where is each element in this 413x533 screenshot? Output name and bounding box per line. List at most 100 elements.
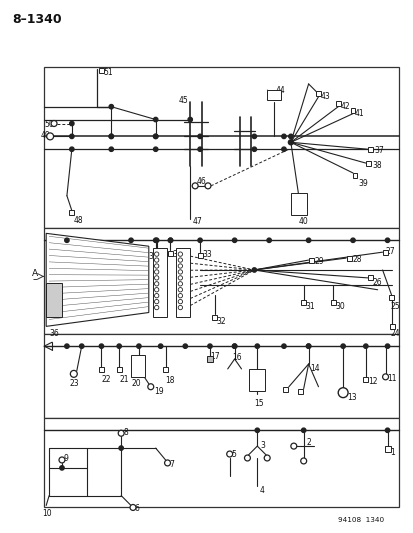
Circle shape [266, 238, 271, 243]
Text: 31: 31 [305, 302, 315, 311]
Bar [368, 147, 373, 152]
Circle shape [118, 430, 124, 436]
Circle shape [300, 458, 306, 464]
Circle shape [178, 270, 182, 274]
Circle shape [153, 238, 157, 243]
Text: 16: 16 [232, 353, 242, 362]
Circle shape [232, 344, 236, 349]
Circle shape [301, 428, 305, 432]
Circle shape [119, 446, 123, 450]
Circle shape [385, 428, 389, 432]
Bar [368, 276, 373, 280]
Circle shape [154, 300, 159, 304]
Bar [249, 369, 265, 391]
Bar [346, 256, 351, 261]
Circle shape [154, 258, 159, 262]
Text: 18: 18 [165, 376, 175, 385]
Bar [44, 334, 399, 418]
Text: 13: 13 [346, 393, 356, 402]
Circle shape [192, 183, 198, 189]
Text: 28: 28 [351, 255, 361, 264]
Circle shape [178, 300, 182, 304]
Circle shape [340, 344, 344, 349]
Bar [176, 248, 190, 318]
Bar [116, 367, 121, 373]
Circle shape [244, 455, 250, 461]
Text: 94108  1340: 94108 1340 [337, 518, 383, 523]
Bar [335, 101, 340, 106]
Circle shape [128, 238, 133, 243]
Circle shape [154, 288, 159, 292]
Text: 33: 33 [202, 250, 211, 259]
Circle shape [288, 140, 293, 145]
Bar [388, 295, 393, 300]
Bar [301, 300, 305, 305]
Bar [212, 315, 217, 320]
Text: 40: 40 [298, 216, 308, 225]
Bar [351, 173, 356, 179]
Circle shape [153, 147, 157, 151]
Circle shape [178, 264, 182, 268]
Circle shape [69, 134, 74, 139]
Circle shape [363, 344, 367, 349]
Bar [46, 283, 62, 318]
Circle shape [168, 238, 172, 243]
Circle shape [154, 270, 159, 274]
Circle shape [385, 238, 389, 243]
Bar [266, 90, 280, 100]
Circle shape [147, 384, 153, 390]
Circle shape [178, 305, 182, 310]
Text: 7: 7 [169, 460, 174, 469]
Text: 8: 8 [123, 429, 128, 437]
Text: 21: 21 [119, 375, 128, 384]
Circle shape [385, 344, 389, 349]
Bar [297, 389, 302, 394]
Circle shape [99, 344, 103, 349]
Text: 15: 15 [254, 399, 263, 408]
Circle shape [197, 134, 202, 139]
Bar [69, 210, 74, 215]
Circle shape [117, 344, 121, 349]
Text: 5: 5 [231, 450, 236, 459]
Circle shape [154, 264, 159, 268]
Circle shape [288, 134, 292, 139]
Circle shape [382, 374, 387, 380]
Text: 12: 12 [367, 377, 376, 386]
Text: 23: 23 [70, 379, 79, 388]
Text: 4: 4 [259, 486, 263, 495]
Circle shape [153, 134, 157, 139]
Text: 49: 49 [40, 132, 50, 140]
Text: 22: 22 [101, 375, 111, 384]
Circle shape [290, 443, 296, 449]
Text: 47: 47 [192, 216, 202, 225]
Bar [206, 356, 213, 362]
Bar [283, 387, 288, 392]
Circle shape [51, 120, 57, 126]
Bar [290, 193, 306, 215]
Circle shape [281, 134, 285, 139]
Circle shape [130, 505, 135, 511]
Circle shape [154, 281, 159, 286]
Circle shape [109, 134, 113, 139]
Text: 1: 1 [389, 448, 394, 457]
Circle shape [254, 428, 259, 432]
Circle shape [154, 276, 159, 280]
Text: 10: 10 [42, 510, 52, 519]
Circle shape [59, 466, 64, 470]
Text: 19: 19 [153, 387, 163, 395]
Circle shape [164, 460, 170, 466]
Text: 46: 46 [196, 177, 205, 186]
Circle shape [47, 133, 53, 140]
Circle shape [252, 134, 256, 139]
Circle shape [64, 344, 69, 349]
Bar [309, 257, 313, 263]
Text: 3: 3 [260, 441, 264, 450]
Circle shape [207, 344, 211, 349]
Circle shape [204, 183, 211, 189]
Circle shape [168, 238, 172, 243]
Bar [152, 248, 166, 318]
Circle shape [306, 344, 310, 349]
Text: 8–1340: 8–1340 [13, 13, 62, 26]
Circle shape [70, 370, 77, 377]
Circle shape [281, 147, 285, 151]
